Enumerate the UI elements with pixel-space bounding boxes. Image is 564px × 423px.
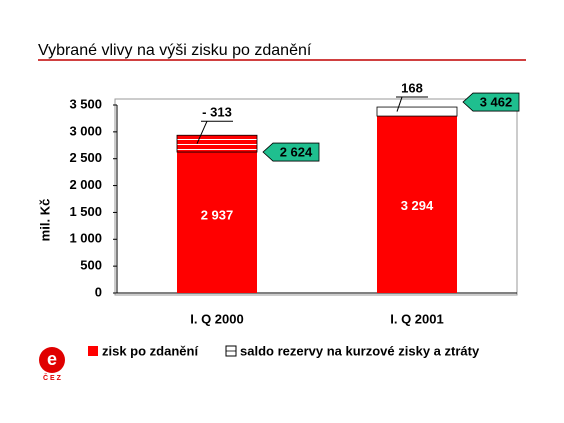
svg-text:e: e [47, 349, 57, 369]
total-callout [462, 92, 520, 112]
legend-label: zisk po zdanění [102, 343, 198, 358]
value-label: 3 294 [401, 198, 434, 213]
label-leader [196, 121, 208, 144]
svg-text:Č E Z: Č E Z [43, 373, 62, 382]
y-tick-label: 2 500 [69, 150, 102, 165]
y-tick-label: 3 500 [69, 96, 102, 111]
x-tick-label: I. Q 2000 [190, 311, 243, 326]
bar-segment [377, 116, 457, 293]
total-label: 3 462 [480, 94, 513, 109]
value-label: 168 [401, 80, 423, 95]
y-tick-label: 1 500 [69, 204, 102, 219]
total-callout [262, 142, 320, 162]
x-tick-label: I. Q 2001 [390, 311, 443, 326]
chart-title: Vybrané vlivy na výši zisku po zdanění [38, 42, 312, 59]
plot-frame [114, 98, 518, 296]
y-tick-label: 1 000 [69, 231, 102, 246]
value-label: 2 937 [201, 208, 234, 223]
legend-label: saldo rezervy na kurzové zisky a ztráty [240, 343, 480, 358]
logo: e Č E Z [39, 347, 65, 382]
y-axis-label: mil. Kč [37, 199, 52, 242]
y-tick-label: 2 000 [69, 177, 102, 192]
y-tick-label: 0 [95, 284, 102, 299]
label-leader [396, 96, 403, 112]
total-label: 2 624 [280, 144, 313, 159]
y-tick-label: 3 000 [69, 123, 102, 138]
bar-segment [177, 135, 257, 293]
y-tick-label: 500 [80, 258, 102, 273]
bar-segment [176, 134, 258, 153]
bar-segment [376, 106, 458, 117]
value-label: - 313 [202, 105, 232, 120]
legend-swatch [88, 346, 98, 356]
